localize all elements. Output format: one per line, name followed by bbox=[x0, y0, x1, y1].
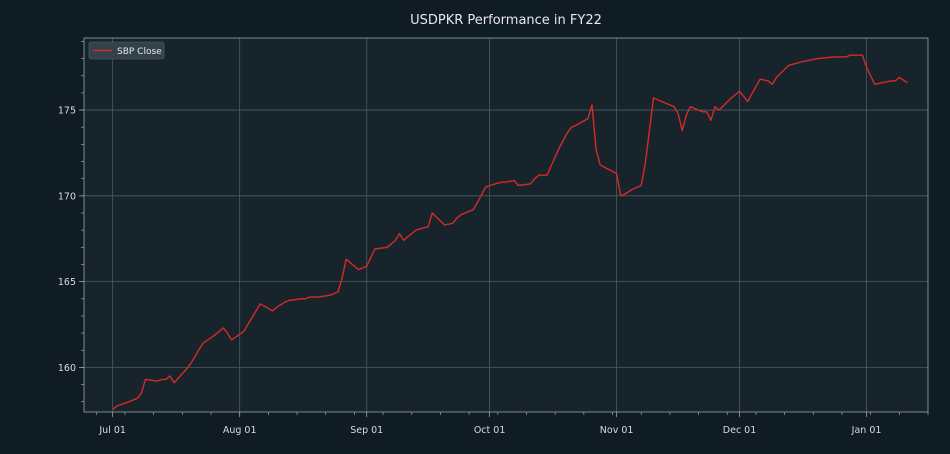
x-tick-label: Aug 01 bbox=[223, 425, 257, 436]
y-axis: 160 165 170 175 bbox=[58, 41, 84, 403]
x-tick-label: Nov 01 bbox=[600, 425, 634, 436]
series-layer bbox=[112, 54, 908, 410]
y-tick-label: 165 bbox=[58, 277, 76, 288]
plot-area bbox=[84, 38, 928, 412]
plot-frame bbox=[83, 37, 929, 413]
x-tick-label: Sep 01 bbox=[350, 425, 383, 436]
x-tick-label: Dec 01 bbox=[723, 425, 757, 436]
legend-box bbox=[88, 41, 165, 60]
legend-label: SBP Close bbox=[117, 47, 162, 57]
grid bbox=[84, 38, 928, 412]
legend: SBP Close bbox=[88, 41, 165, 60]
x-tick-label: Jan 01 bbox=[851, 425, 882, 436]
series-line bbox=[112, 54, 908, 410]
x-tick-label: Oct 01 bbox=[474, 425, 506, 436]
chart-title: USDPKR Performance in FY22 bbox=[410, 13, 602, 28]
y-tick-label: 170 bbox=[58, 191, 76, 202]
x-axis: Jul 01 Aug 01 Sep 01 Oct 01 Nov 01 Dec 01 Jan … bbox=[95, 412, 929, 436]
y-tick-label: 160 bbox=[58, 363, 76, 374]
y-tick-label: 175 bbox=[58, 106, 76, 117]
x-tick-label: Jul 01 bbox=[98, 425, 126, 436]
